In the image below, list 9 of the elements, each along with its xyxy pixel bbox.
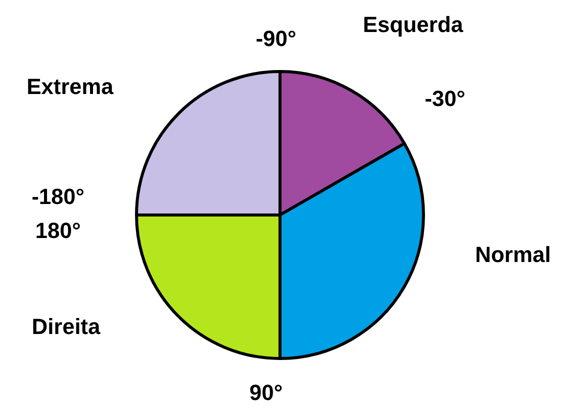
text: 90° [249,380,283,406]
text: -90° [256,26,296,52]
slice-label: Extrema [26,74,114,100]
slice-label: Normal [475,242,551,268]
text: -30° [424,86,466,112]
slice-label: Esquerda [362,12,464,38]
text: 180° [35,218,81,244]
text: -180° [32,184,84,210]
slice-label: Direita [32,314,101,340]
